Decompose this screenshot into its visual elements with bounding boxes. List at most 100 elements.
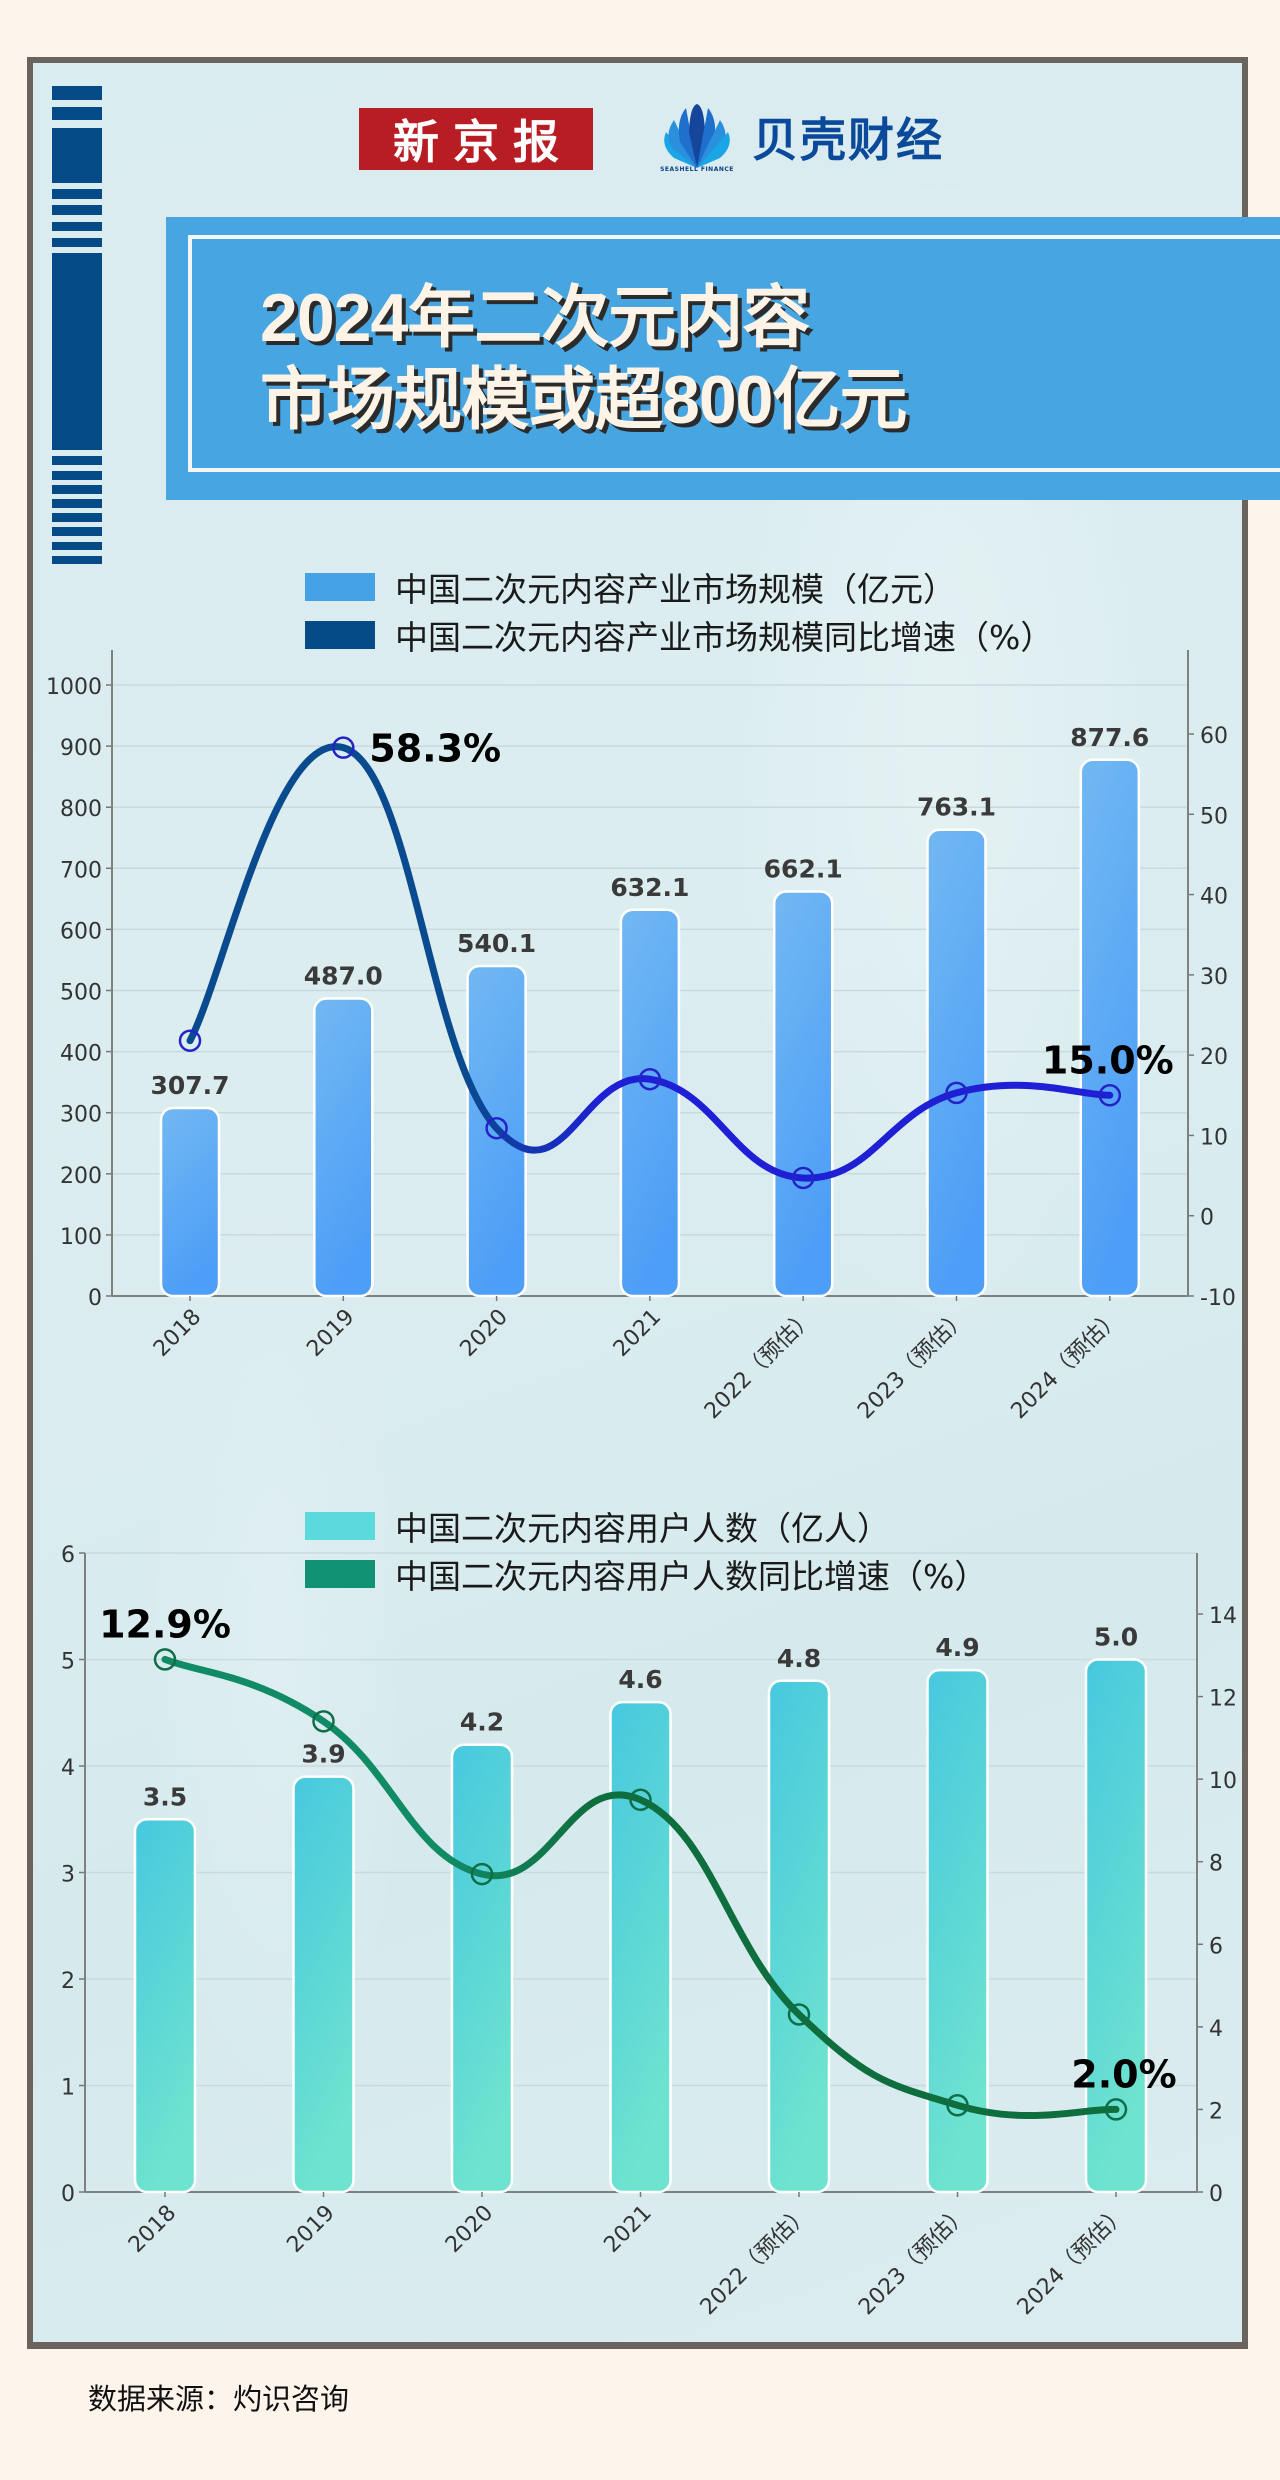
data-source: 数据来源：灼识咨询 — [88, 2382, 350, 2416]
growth-line — [186, 743, 1114, 1182]
stripe — [52, 107, 102, 120]
line-marker — [485, 1116, 508, 1140]
left-axis-tick-label: 2 — [61, 1969, 75, 1994]
title-line-2: 市场规模或超800亿元 — [260, 362, 907, 438]
stripe — [52, 253, 102, 450]
line-marker — [470, 1862, 494, 1886]
left-axis-tick-label: 1000 — [46, 675, 102, 700]
right-axis-tick-label: -10 — [1200, 1286, 1236, 1311]
line-marker — [1098, 1084, 1122, 1107]
right-axis-tick-label: 6 — [1209, 1934, 1223, 1959]
bar-value-label: 487.0 — [304, 961, 383, 990]
left-axis-tick-label: 400 — [60, 1042, 102, 1067]
right-axis-tick-label: 10 — [1200, 1125, 1228, 1150]
right-axis-tick-label: 8 — [1209, 1852, 1223, 1877]
legend-swatch-bar — [305, 573, 375, 601]
line-marker — [1104, 2098, 1128, 2121]
right-axis-tick-label: 60 — [1200, 724, 1228, 749]
stripe — [52, 189, 102, 199]
chart1-legend: 中国二次元内容产业市场规模（亿元） 中国二次元内容产业市场规模同比增速（%） — [305, 563, 1053, 659]
legend-label: 中国二次元内容产业市场规模同比增速（%） — [395, 618, 1054, 657]
legend-swatch-line — [305, 1560, 375, 1588]
right-axis-tick-label: 10 — [1209, 1769, 1237, 1794]
x-axis-category-label: 2022（预估） — [696, 2201, 816, 2321]
stripe — [52, 513, 102, 522]
bar — [292, 1775, 355, 2194]
legend-item-market-size: 中国二次元内容产业市场规模（亿元） — [305, 563, 1053, 611]
stripe — [52, 527, 102, 536]
growth-annotation: 2.0% — [1071, 2052, 1176, 2096]
bar-value-label: 4.2 — [460, 1708, 504, 1737]
right-axis-tick-label: 50 — [1200, 804, 1228, 829]
bar-value-label: 540.1 — [457, 929, 536, 958]
x-axis-category-label: 2019 — [282, 2201, 339, 2258]
bar — [450, 1743, 514, 2194]
left-axis-tick-label: 500 — [60, 981, 102, 1006]
left-axis-tick-label: 600 — [60, 919, 102, 944]
right-axis-tick-label: 4 — [1209, 2017, 1223, 2042]
bar-value-label: 4.8 — [777, 1644, 821, 1673]
line-marker — [787, 2003, 811, 2026]
x-axis-category-label: 2021 — [599, 2201, 656, 2258]
legend-label: 中国二次元内容产业市场规模（亿元） — [395, 570, 956, 609]
chart2-legend: 中国二次元内容用户人数（亿人） 中国二次元内容用户人数同比增速（%） — [305, 1502, 987, 1598]
title-banner: 2024年二次元内容 市场规模或超800亿元 — [166, 217, 1280, 500]
left-axis-tick-label: 700 — [60, 858, 102, 883]
legend-swatch-line — [305, 621, 375, 649]
right-axis-tick-label: 14 — [1209, 1604, 1237, 1629]
market-size-chart: 0 100 200 300 400 500 600 700 800 900 1000 -10 0 10 20… — [46, 650, 1236, 1424]
page-title: 2024年二次元内容 市场规模或超800亿元 — [260, 277, 907, 441]
bar — [767, 1679, 831, 2194]
left-axis-tick-label: 5 — [61, 1650, 75, 1675]
left-axis-tick-label: 300 — [60, 1103, 102, 1128]
title-line-1: 2024年二次元内容 — [260, 280, 810, 356]
stripe — [52, 485, 102, 494]
growth-line — [161, 1655, 1120, 2120]
stripe — [52, 542, 102, 550]
left-axis-tick-label: 800 — [60, 797, 102, 822]
line-marker — [153, 1648, 177, 1671]
growth-annotation: 58.3% — [369, 727, 501, 771]
right-axis-tick-label: 30 — [1200, 965, 1228, 990]
bar-value-label: 307.7 — [150, 1071, 229, 1100]
line-marker — [638, 1067, 662, 1091]
legend-label: 中国二次元内容用户人数同比增速（%） — [395, 1557, 988, 1596]
bar-value-label: 662.1 — [764, 854, 843, 883]
bar-value-label: 4.9 — [935, 1633, 979, 1662]
legend-swatch-bar — [305, 1512, 375, 1540]
line-marker — [629, 1788, 652, 1812]
x-axis-category-label: 2024（预估） — [1013, 2201, 1133, 2321]
line-marker — [178, 1029, 202, 1052]
line-marker — [946, 2094, 969, 2117]
stripe — [52, 499, 102, 508]
bar-value-label: 3.9 — [301, 1740, 345, 1769]
left-axis-tick-label: 3 — [61, 1863, 75, 1888]
stripe — [52, 238, 102, 247]
right-axis-tick-label: 0 — [1209, 2182, 1223, 2207]
line-marker — [945, 1081, 968, 1105]
seashell-logo-subtext: SEASHELL FINANCE — [660, 166, 734, 173]
stripe — [52, 471, 102, 480]
legend-item-market-growth: 中国二次元内容产业市场规模同比增速（%） — [305, 611, 1053, 659]
stripe — [52, 222, 102, 231]
stripe — [52, 556, 102, 564]
stripe — [52, 86, 102, 100]
stripe — [52, 128, 102, 183]
right-axis-tick-label: 2 — [1209, 2099, 1223, 2124]
bar — [609, 1700, 672, 2194]
legend-item-user-growth: 中国二次元内容用户人数同比增速（%） — [305, 1550, 987, 1598]
bar-value-label: 632.1 — [610, 873, 689, 902]
bar-value-label: 877.6 — [1070, 723, 1149, 752]
stripe — [52, 456, 102, 465]
bar-value-label: 763.1 — [917, 793, 996, 822]
line-marker — [332, 736, 355, 759]
legend-item-user-count: 中国二次元内容用户人数（亿人） — [305, 1502, 987, 1550]
line-marker — [791, 1166, 815, 1190]
line-marker — [312, 1710, 335, 1733]
bar-value-label: 5.0 — [1094, 1623, 1138, 1652]
seashell-logo-icon — [664, 104, 730, 168]
left-axis-tick-label: 900 — [60, 736, 102, 761]
right-axis-tick-label: 12 — [1209, 1687, 1237, 1712]
title-banner-border — [188, 235, 1280, 472]
